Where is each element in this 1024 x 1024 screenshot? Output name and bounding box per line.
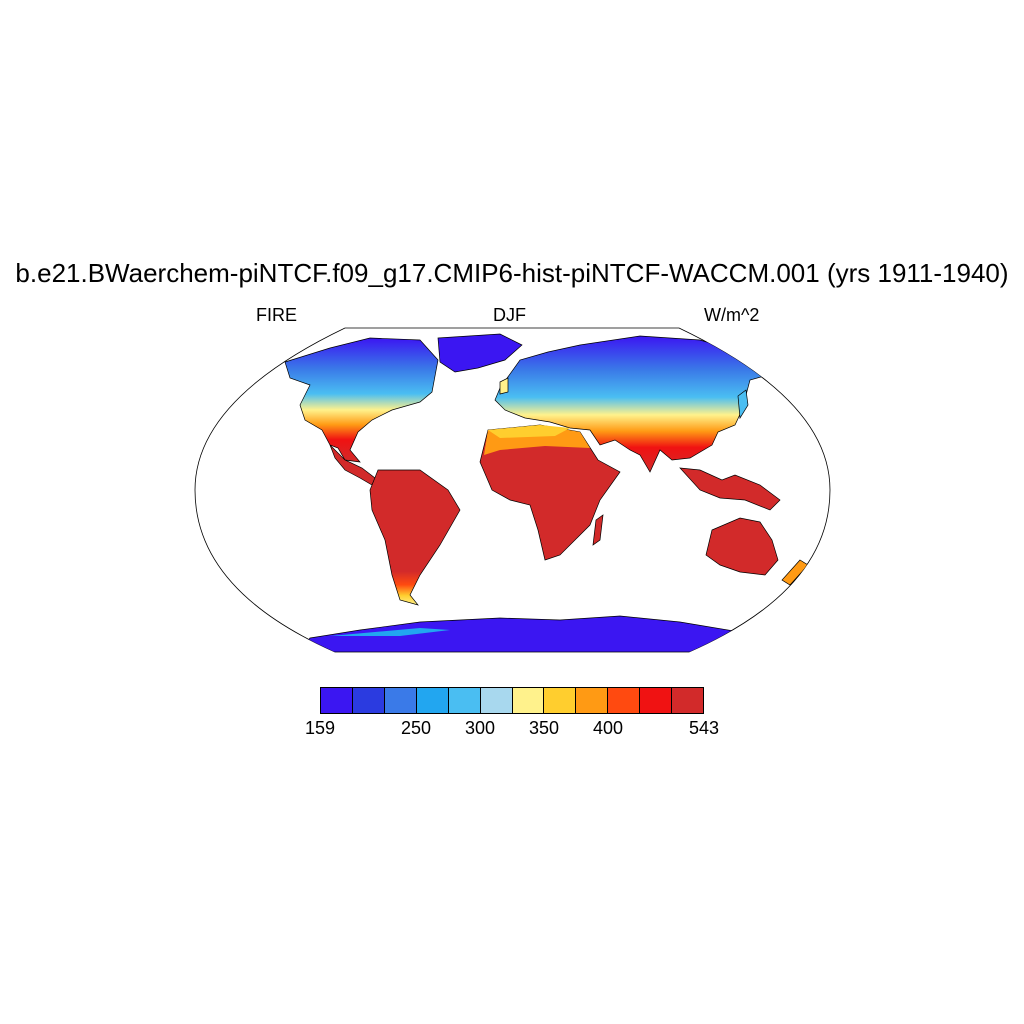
variable-label: FIRE: [256, 305, 298, 325]
colorbar: [320, 687, 704, 714]
colorbar-tick-label: 400: [592, 718, 624, 738]
units-label: W/m^2: [704, 305, 760, 325]
japan: [737, 389, 749, 420]
africa: [479, 424, 621, 561]
colorbar-swatch: [321, 688, 353, 713]
australia: [705, 517, 779, 576]
colorbar-tick-label: 300: [464, 718, 496, 738]
colorbar-tick-label: 159: [304, 718, 336, 738]
antarctica: [299, 615, 741, 652]
plot-title: b.e21.BWaerchem-piNTCF.f09_g17.CMIP6-his…: [15, 258, 1009, 288]
colorbar-tick-label: 250: [400, 718, 432, 738]
colorbar-swatch: [512, 688, 545, 713]
colorbar-swatch: [448, 688, 481, 713]
colorbar-swatch: [480, 688, 513, 713]
north-america: [284, 337, 439, 463]
colorbar-swatch: [416, 688, 449, 713]
madagascar: [592, 514, 604, 546]
south-america: [369, 469, 461, 606]
eurasia: [494, 335, 769, 473]
colorbar-tick-label: 543: [688, 718, 720, 738]
colorbar-swatch: [608, 688, 641, 713]
colorbar-tick-label: 350: [528, 718, 560, 738]
colorbar-swatch: [544, 688, 577, 713]
maritime-continent: [679, 467, 781, 511]
colorbar-swatch: [352, 688, 385, 713]
colorbar-swatch: [384, 688, 417, 713]
colorbar-swatch: [576, 688, 609, 713]
colorbar-swatch: [640, 688, 673, 713]
season-label: DJF: [493, 305, 526, 325]
greenland: [437, 333, 523, 373]
new-zealand: [781, 559, 809, 586]
colorbar-swatch: [672, 688, 704, 713]
uk: [499, 377, 509, 395]
